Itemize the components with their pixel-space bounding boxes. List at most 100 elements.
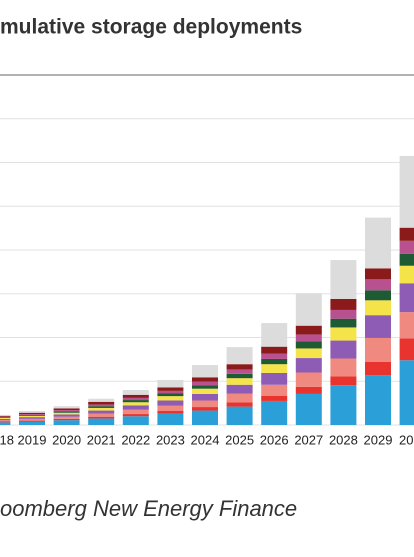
bar-segment bbox=[296, 394, 322, 425]
bar-segment bbox=[400, 228, 414, 241]
bar-segment bbox=[54, 410, 80, 411]
bar-segment bbox=[296, 326, 322, 335]
bar-segment bbox=[54, 413, 80, 415]
bar-segment bbox=[123, 405, 149, 409]
bar-segment bbox=[330, 359, 356, 377]
bar-segment bbox=[227, 378, 253, 385]
bar-segment bbox=[296, 387, 322, 394]
bar-segment bbox=[227, 407, 253, 425]
bar-segment bbox=[261, 373, 287, 385]
x-tick-label: 2019 bbox=[18, 432, 47, 447]
bar-segment bbox=[365, 375, 391, 425]
bar-segment bbox=[400, 283, 414, 312]
x-tick-label: 2022 bbox=[121, 432, 150, 447]
bar-segment bbox=[0, 415, 10, 416]
x-tick-label: 18 bbox=[0, 432, 14, 447]
bar-segment bbox=[296, 293, 322, 325]
bar-segment bbox=[227, 402, 253, 406]
bar-segment bbox=[19, 422, 45, 426]
bar-segment bbox=[192, 385, 218, 389]
bar-segment bbox=[54, 411, 80, 412]
bar-segment bbox=[157, 411, 183, 414]
bar-segment bbox=[192, 407, 218, 411]
bar-segment bbox=[88, 414, 114, 417]
bar-segment bbox=[157, 387, 183, 391]
bar-segment bbox=[261, 401, 287, 425]
bar-segment bbox=[19, 417, 45, 419]
bar-segment bbox=[400, 312, 414, 338]
bar-segment bbox=[365, 218, 391, 269]
x-tick-label: 2029 bbox=[364, 432, 393, 447]
bar-segment bbox=[19, 411, 45, 413]
bar-segment bbox=[19, 414, 45, 415]
bar-segment bbox=[192, 377, 218, 381]
bar-segment bbox=[365, 279, 391, 290]
bar-segment bbox=[261, 323, 287, 347]
bar-segment bbox=[123, 400, 149, 402]
bar-segment bbox=[0, 418, 10, 419]
bar-segment bbox=[54, 419, 80, 420]
bar-segment bbox=[227, 369, 253, 373]
bar-segment bbox=[192, 389, 218, 394]
x-tick-label: 2023 bbox=[156, 432, 185, 447]
x-tick-label: 2026 bbox=[260, 432, 289, 447]
bar-segment bbox=[123, 395, 149, 398]
bar-segment bbox=[365, 268, 391, 279]
bar-segment bbox=[88, 399, 114, 402]
bar-segment bbox=[0, 422, 10, 423]
bar-segment bbox=[157, 391, 183, 394]
bar-segment bbox=[88, 408, 114, 411]
bar-segment bbox=[88, 402, 114, 405]
bar-segment bbox=[296, 348, 322, 358]
bar-segment bbox=[54, 420, 80, 425]
bar-segment bbox=[157, 406, 183, 411]
bar-segment bbox=[365, 300, 391, 315]
bar-segment bbox=[330, 341, 356, 359]
bar-segment bbox=[261, 347, 287, 354]
bar-segment bbox=[400, 266, 414, 284]
bar-segment bbox=[330, 319, 356, 328]
bar-segment bbox=[330, 385, 356, 425]
bar-segment bbox=[330, 299, 356, 310]
bar-segment bbox=[227, 364, 253, 369]
bar-segment bbox=[88, 418, 114, 425]
bar-segment bbox=[123, 390, 149, 395]
x-tick-label: 20 bbox=[399, 432, 413, 447]
bar-segment bbox=[400, 156, 414, 228]
bar-segment bbox=[261, 385, 287, 396]
bar-segment bbox=[54, 417, 80, 419]
source-note: oomberg New Energy Finance bbox=[0, 496, 297, 521]
bar-segment bbox=[123, 398, 149, 400]
bar-segment bbox=[54, 406, 80, 408]
x-tick-label: 2021 bbox=[87, 432, 116, 447]
bar-segment bbox=[19, 413, 45, 414]
bar-segment bbox=[19, 415, 45, 416]
bar-segment bbox=[400, 338, 414, 360]
x-tick-label: 2025 bbox=[225, 432, 254, 447]
bar-segment bbox=[400, 254, 414, 266]
bar-segment bbox=[227, 347, 253, 364]
bar-segment bbox=[330, 327, 356, 340]
x-tick-label: 2028 bbox=[329, 432, 358, 447]
bar-segment bbox=[123, 410, 149, 414]
bar-segment bbox=[330, 376, 356, 385]
bar-segment bbox=[192, 411, 218, 425]
bar-segment bbox=[54, 408, 80, 410]
bar-segment bbox=[192, 365, 218, 377]
bar-segment bbox=[123, 414, 149, 416]
bar-segment bbox=[227, 394, 253, 403]
bar-segment bbox=[330, 260, 356, 299]
bar-segment bbox=[261, 396, 287, 401]
bar-segment bbox=[123, 416, 149, 425]
bar-segment bbox=[0, 420, 10, 421]
bar-segment bbox=[157, 396, 183, 400]
bar-segment bbox=[88, 406, 114, 408]
bar-segment bbox=[0, 419, 10, 420]
bar-segment bbox=[0, 422, 10, 425]
bar-segment bbox=[296, 373, 322, 387]
bar-segment bbox=[157, 414, 183, 425]
bar-segment bbox=[88, 411, 114, 414]
bar-segment bbox=[400, 360, 414, 425]
